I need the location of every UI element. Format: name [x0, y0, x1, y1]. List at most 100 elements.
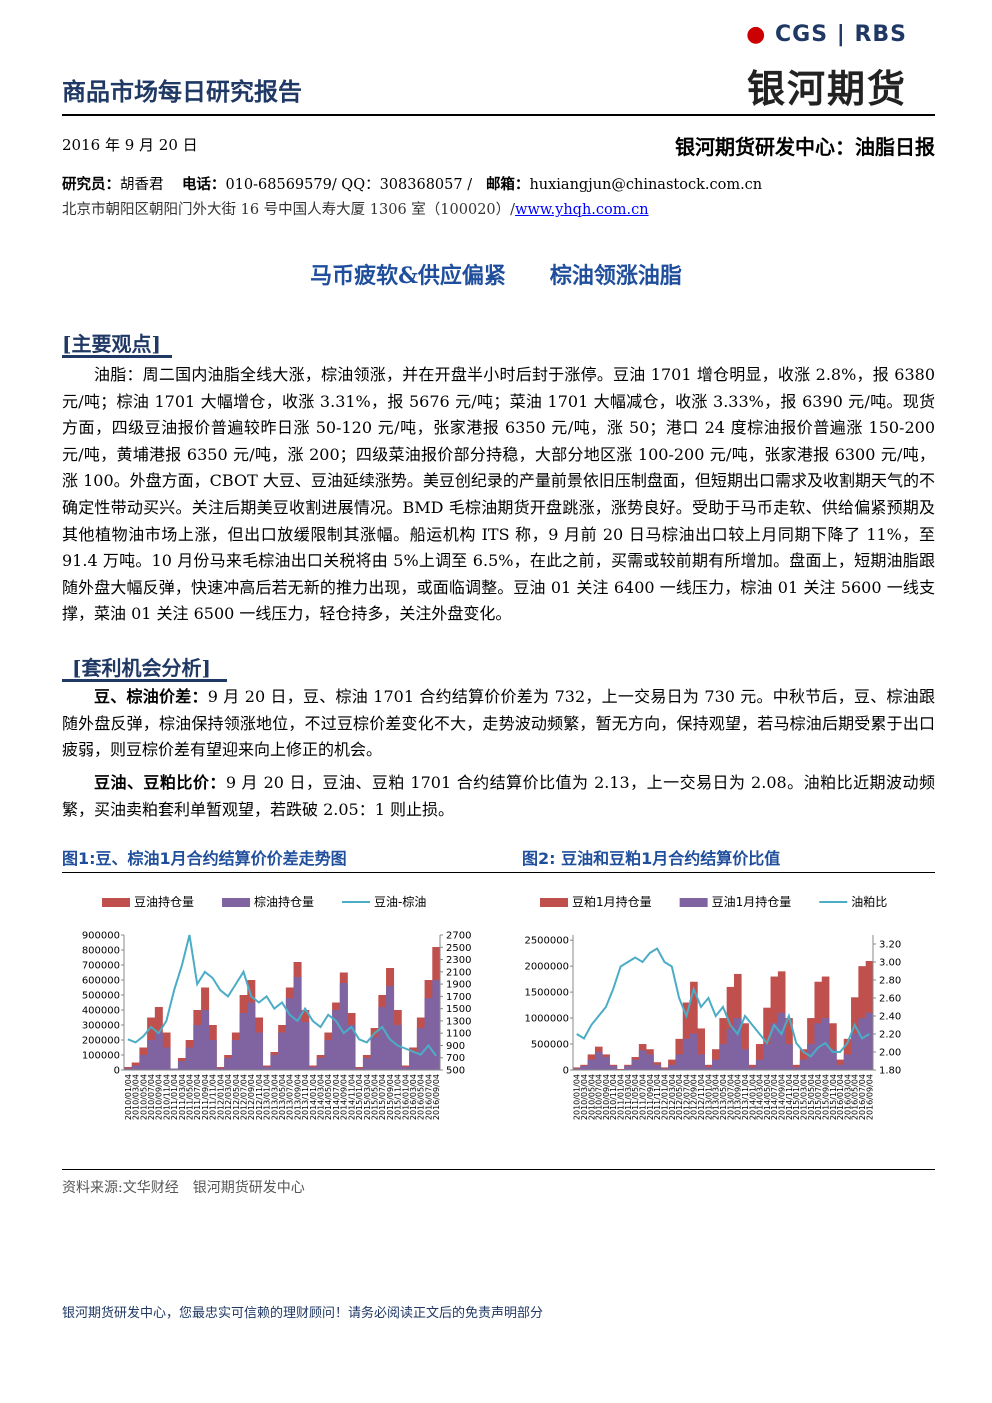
legend-label: 棕油持仓量: [254, 894, 314, 909]
bar: [270, 1055, 279, 1070]
x-tick-label: 2010/01/04: [124, 1074, 133, 1120]
x-tick-label: 2014/07/04: [332, 1074, 341, 1120]
y-tick-label: 1500000: [524, 988, 569, 999]
x-tick-label: 2010/01/04: [573, 1074, 582, 1120]
bar: [858, 1018, 866, 1070]
y2-tick-label: 2.80: [879, 976, 901, 987]
bar: [355, 1068, 364, 1070]
y-tick-label: 300000: [82, 1021, 120, 1032]
x-tick-label: 2012/05/04: [675, 1074, 684, 1120]
bar: [646, 1054, 654, 1070]
bar: [799, 1059, 808, 1070]
legend-label: 豆油1月持仓量: [712, 894, 792, 909]
email: huxiangjun@chinastock.com.cn: [529, 177, 763, 193]
bar: [865, 1012, 874, 1070]
y-tick-label: 600000: [82, 976, 120, 987]
bar: [719, 1018, 727, 1070]
bar: [851, 997, 859, 1070]
bar: [378, 1007, 387, 1070]
logo-cgs: CGS: [775, 22, 829, 47]
chart: 豆油持仓量 棕油持仓量 豆油-棕油 0 100000 200000 300000 400000…: [82, 894, 472, 1120]
x-tick-label: 2015/11/04: [394, 1074, 403, 1120]
bar: [851, 1033, 859, 1070]
chart: 豆粕1月持仓量 豆油1月持仓量 油粕比 0 500000 1000000 1500000 20…: [524, 894, 901, 1120]
researcher: 胡香君: [120, 177, 164, 193]
section-heading: [套利机会分析]: [72, 656, 211, 680]
bar: [124, 1068, 133, 1070]
bar: [262, 1067, 271, 1070]
bar: [704, 1067, 713, 1070]
x-tick-label: 2012/07/04: [239, 1074, 248, 1120]
x-tick-label: 2016/01/04: [836, 1074, 845, 1120]
x-tick-label: 2012/07/04: [682, 1074, 691, 1120]
bar: [829, 1023, 837, 1070]
x-tick-label: 2012/01/04: [216, 1074, 225, 1120]
x-tick-label: 2014/05/04: [324, 1074, 333, 1120]
x-tick-label: 2013/05/04: [278, 1074, 287, 1120]
bar: [324, 1040, 333, 1070]
x-tick-label: 2015/07/04: [378, 1074, 387, 1120]
y-tick-label: 900000: [82, 931, 120, 942]
y-tick-label: 200000: [82, 1036, 120, 1047]
y-tick-label: 500000: [531, 1040, 569, 1051]
x-tick-label: 2012/11/04: [697, 1074, 706, 1120]
y2-tick-label: 2.00: [879, 1048, 901, 1059]
logo-rbs: RBS: [854, 22, 907, 47]
bar: [231, 1040, 240, 1070]
bar: [409, 1052, 418, 1070]
bar: [293, 977, 302, 1070]
x-tick-label: 2012/05/04: [232, 1074, 241, 1120]
bar: [697, 1028, 706, 1070]
x-tick-label: 2010/11/04: [162, 1074, 171, 1120]
bar: [785, 1044, 793, 1070]
x-tick-label: 2013/07/04: [286, 1074, 295, 1120]
legend-label: 豆油持仓量: [134, 894, 194, 909]
x-tick-label: 2016/01/04: [401, 1074, 410, 1120]
y-tick-label: 2000000: [524, 962, 569, 973]
y2-tick-label: 3.00: [879, 958, 901, 969]
x-tick-label: 2014/07/04: [770, 1074, 779, 1120]
bar: [347, 1025, 356, 1070]
y2-tick-label: 1500: [446, 1004, 471, 1015]
bar: [690, 1033, 698, 1070]
bar: [393, 1025, 402, 1070]
y2-tick-label: 500: [446, 1066, 465, 1077]
x-tick-label: 2016/03/04: [409, 1074, 418, 1120]
x-tick-label: 2014/05/04: [763, 1074, 772, 1120]
x-tick-label: 2011/07/04: [193, 1074, 202, 1120]
bar: [316, 1058, 325, 1070]
bar: [763, 1044, 771, 1070]
brand: 银河期货: [746, 66, 907, 111]
bar: [799, 1049, 808, 1070]
bar: [763, 1007, 771, 1070]
x-tick-label: 2016/07/04: [858, 1074, 867, 1120]
x-tick-label: 2011/03/04: [624, 1074, 633, 1120]
y-tick-label: 2500000: [524, 936, 569, 947]
x-tick-label: 2016/05/04: [851, 1074, 860, 1120]
bar: [858, 966, 866, 1070]
legend-swatch: [679, 898, 708, 907]
address: 北京市朝阳区朝阳门外大街 16 号中国人寿大厦 1306 室（100020）/: [62, 202, 516, 218]
x-tick-label: 2010/07/04: [595, 1074, 604, 1120]
x-tick-label: 2014/11/04: [785, 1074, 794, 1120]
x-tick-label: 2013/03/04: [270, 1074, 279, 1120]
contact: 研究员：胡香君 电话：010-68569579/ QQ：308368057 / …: [62, 173, 762, 194]
x-tick-label: 2016/09/04: [432, 1074, 441, 1120]
bar: [748, 1064, 757, 1070]
x-tick-label: 2011/07/04: [639, 1074, 648, 1120]
bar: [170, 1068, 179, 1070]
address-line: 北京市朝阳区朝阳门外大街 16 号中国人寿大厦 1306 室（100020）/w…: [62, 198, 649, 219]
line: [127, 934, 437, 1057]
bar: [162, 1047, 171, 1070]
bar: [843, 1054, 852, 1070]
website-link[interactable]: www.yhqh.com.cn: [515, 202, 649, 218]
label: 邮箱：: [485, 176, 530, 193]
x-tick-label: 2016/09/04: [865, 1074, 874, 1120]
x-tick-label: 2012/11/04: [255, 1074, 264, 1120]
legend-label: 豆粕1月持仓量: [572, 894, 652, 909]
bar: [682, 1038, 691, 1070]
x-tick-label: 2014/03/04: [756, 1074, 765, 1120]
bar: [602, 1057, 610, 1070]
paragraph: 豆油、豆粕比价：9 月 20 日，豆油、豆粕 1701 合约结算价比值为 2.1…: [62, 770, 935, 823]
y2-tick-label: 2.20: [879, 1030, 901, 1041]
